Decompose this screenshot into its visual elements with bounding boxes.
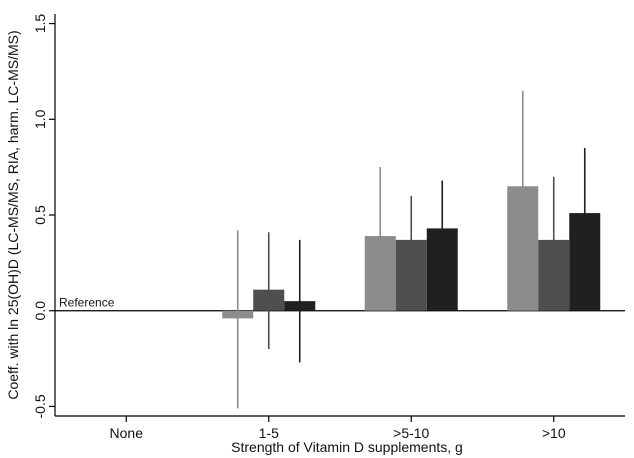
y-tick-label: 0.0 bbox=[32, 301, 48, 321]
x-tick-label: >10 bbox=[542, 425, 566, 441]
y-ticks: -0.5 0.0 0.5 1.0 1.5 bbox=[32, 14, 55, 418]
reference-label: Reference bbox=[59, 296, 115, 310]
y-tick-label: 1.0 bbox=[32, 109, 48, 129]
x-ticks: None 1-5 >5-10 >10 bbox=[110, 416, 566, 441]
y-tick-label: 1.5 bbox=[32, 14, 48, 34]
x-tick-label: None bbox=[110, 425, 144, 441]
plot-area: -0.5 0.0 0.5 1.0 1.5 None 1-5 >5-10 >10 Referen… bbox=[32, 14, 625, 441]
y-tick-label: 0.5 bbox=[32, 205, 48, 225]
error-bars bbox=[236, 90, 586, 409]
x-tick-label: >5-10 bbox=[393, 425, 429, 441]
x-tick-label: 1-5 bbox=[259, 425, 279, 441]
y-axis-label: Coeff. with ln 25(OH)D (LC-MS/MS, RIA, h… bbox=[5, 30, 21, 399]
x-axis-label: Strength of Vitamin D supplements, g bbox=[231, 439, 463, 455]
y-tick-label: -0.5 bbox=[32, 394, 48, 418]
